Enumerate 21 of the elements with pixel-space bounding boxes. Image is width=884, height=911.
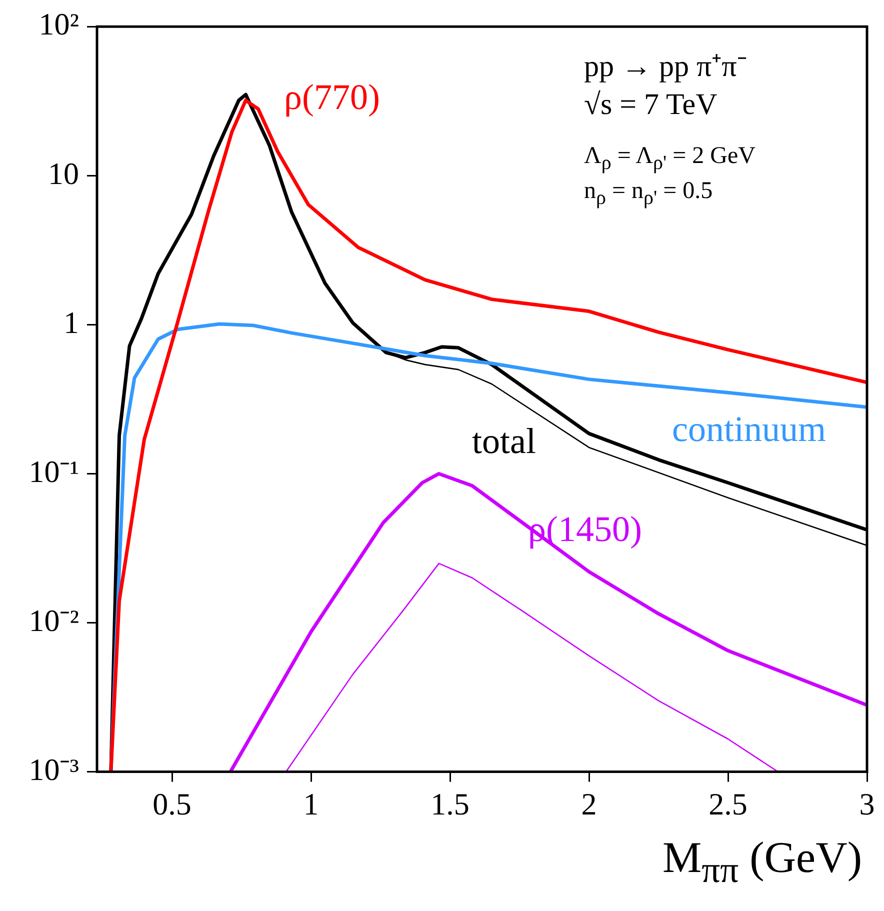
series-label: total	[472, 420, 536, 462]
x-tick-label: 1.5	[430, 786, 470, 822]
y-tick-label: 10	[48, 156, 79, 191]
x-tick-label: 1	[303, 786, 319, 822]
y-tick-label: 10⁻²	[28, 602, 79, 638]
annotation: √s = 7 TeV	[584, 86, 718, 122]
annotation: Λ$_{ρ}$ = Λ$_{ρ'}$ = 2 GeV	[584, 142, 756, 176]
x-tick-label: 0.5	[152, 786, 192, 822]
annotation: pp → pp π⁺π⁻	[584, 49, 748, 85]
series-label: continuum	[672, 408, 826, 450]
x-axis-title: M$_{ππ}$ (GeV)	[662, 832, 862, 891]
x-tick-label: 2.5	[708, 786, 748, 822]
y-tick-label: 10⁻¹	[28, 454, 79, 489]
y-tick-label: 1	[64, 304, 79, 340]
series-label: ρ(770)	[284, 76, 380, 118]
y-tick-label: 10²	[38, 6, 79, 42]
series-label: ρ(1450)	[528, 508, 642, 550]
annotation: n$_{ρ}$ = n$_{ρ'}$ = 0.5	[584, 176, 714, 211]
x-tick-label: 3	[859, 786, 875, 822]
x-tick-label: 2	[581, 786, 597, 822]
y-tick-label: 10⁻³	[28, 752, 79, 787]
